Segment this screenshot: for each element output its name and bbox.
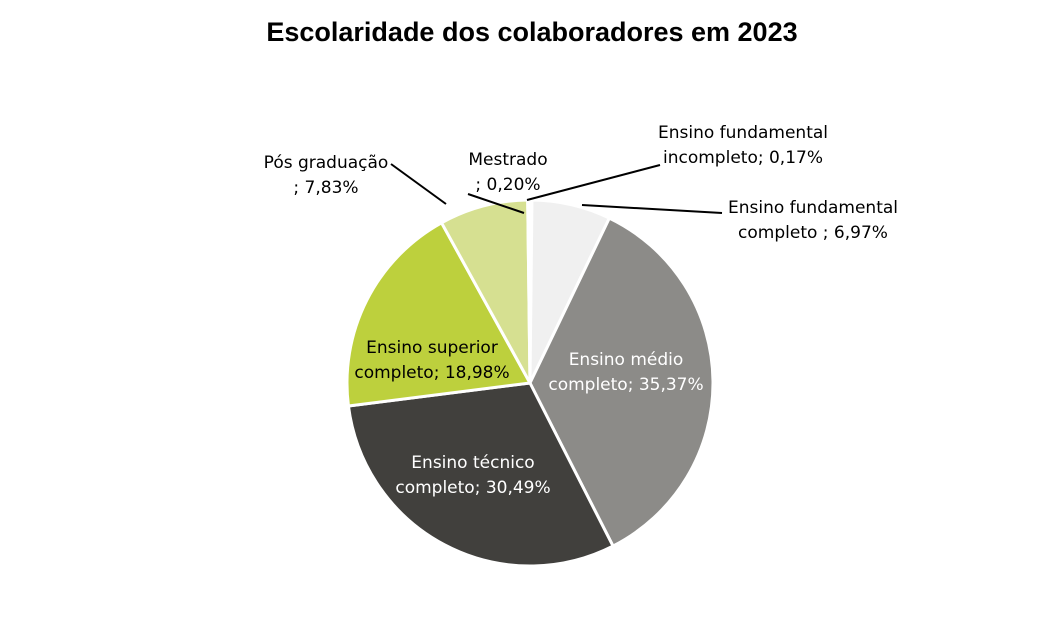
data-label: Ensino médio completo; 35,37% xyxy=(548,350,703,395)
data-label: Mestrado ; 0,20% xyxy=(468,150,547,195)
data-label-line: incompleto; 0,17% xyxy=(663,148,823,168)
data-label: Ensino superior completo; 18,98% xyxy=(354,338,509,383)
data-label: Ensino fundamental completo ; 6,97% xyxy=(728,198,898,243)
leader-line xyxy=(526,164,661,201)
leader-line xyxy=(467,193,525,214)
data-label-line: ; 0,20% xyxy=(475,175,540,195)
pie-slices xyxy=(345,198,715,568)
data-label-line: Ensino médio xyxy=(569,350,684,370)
data-label-line: Ensino técnico xyxy=(411,453,534,473)
data-label: Ensino técnico completo; 30,49% xyxy=(395,453,550,498)
pie-slice xyxy=(345,221,532,408)
data-label-line: completo ; 6,97% xyxy=(738,223,888,243)
chart-title: Escolaridade dos colaboradores em 2023 xyxy=(266,17,797,47)
pie-slice xyxy=(346,381,615,568)
leader-line xyxy=(581,204,723,214)
pie-slice xyxy=(528,216,715,548)
data-label-line: ; 7,83% xyxy=(293,178,358,198)
leader-lines xyxy=(390,163,723,214)
data-label-line: Mestrado xyxy=(468,150,547,170)
data-label-line: completo; 35,37% xyxy=(548,375,703,395)
data-label-line: completo; 30,49% xyxy=(395,478,550,498)
data-labels: Ensino fundamental incompleto; 0,17%Ensin… xyxy=(264,123,898,498)
data-label-line: Ensino superior xyxy=(366,338,498,358)
data-label-line: Pós graduação xyxy=(264,153,389,173)
data-label: Pós graduação ; 7,83% xyxy=(264,153,389,198)
data-label: Ensino fundamental incompleto; 0,17% xyxy=(658,123,828,168)
leader-line xyxy=(390,163,447,205)
data-label-line: Ensino fundamental xyxy=(658,123,828,143)
data-label-line: completo; 18,98% xyxy=(354,363,509,383)
data-label-line: Ensino fundamental xyxy=(728,198,898,218)
